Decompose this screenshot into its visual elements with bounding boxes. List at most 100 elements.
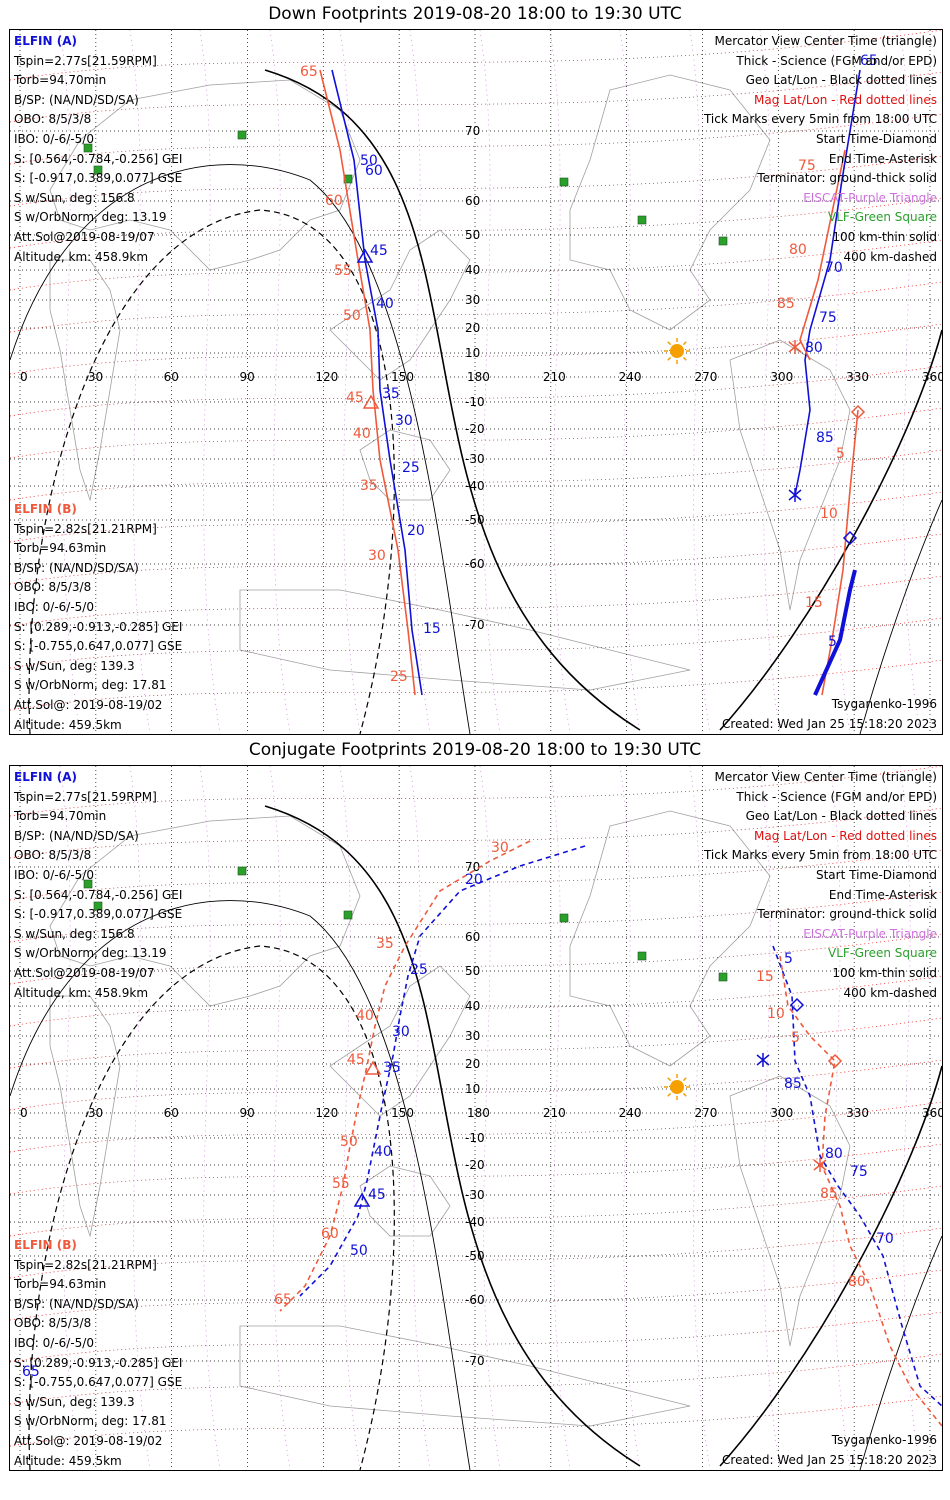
vlf-station-marker xyxy=(637,215,647,225)
lat-tick-label: 30 xyxy=(465,293,480,307)
terminator-line xyxy=(264,69,641,731)
map-svg: 0306090120150180210240270300330360706050… xyxy=(10,30,942,734)
elfin-a-info-line: OBO: 8/5/3/8 xyxy=(14,112,92,127)
horizon-400km-line xyxy=(28,945,395,1470)
mag-lat-gridline xyxy=(10,407,942,459)
mag-lat-gridline xyxy=(10,1353,942,1405)
horizon-400km-line xyxy=(28,209,395,734)
legend-entry: Terminator: ground-thick solid xyxy=(757,171,937,186)
lat-tick-label: -50 xyxy=(465,513,485,527)
sun-ray xyxy=(667,341,672,346)
continent-outline xyxy=(729,339,851,611)
lon-tick-label: 330 xyxy=(846,370,869,384)
lon-tick-label: 150 xyxy=(391,1106,414,1120)
mag-lat-gridline xyxy=(10,1227,942,1279)
lon-tick-label: 60 xyxy=(164,370,179,384)
elfin-b-info: ELFIN (B) Tspin=2.82s[21.21RPM] Torb=94.63… xyxy=(14,500,182,734)
horizon-100km-line xyxy=(10,164,471,734)
legend-entry: EISCAT-Purple Triangle xyxy=(803,926,937,941)
elfin-a-info-line: IBO: 0/-6/-5/0 xyxy=(14,131,94,146)
elfin-a-time-label: 65 xyxy=(860,53,878,69)
lon-tick-label: 270 xyxy=(695,370,718,384)
mag-lat-gridline xyxy=(10,807,942,859)
elfin-b-conjugate-track xyxy=(279,840,531,1312)
lat-tick-label: 20 xyxy=(465,1057,480,1071)
legend-entry: Mag Lat/Lon - Red dotted lines xyxy=(753,828,937,843)
vlf-station-marker xyxy=(637,951,647,961)
mag-lat-gridline xyxy=(10,365,942,417)
elfin-b-time-label: 75 xyxy=(798,158,816,174)
mag-lon-gridline xyxy=(199,30,221,734)
lat-tick-label: -10 xyxy=(465,1131,485,1145)
elfin-a-info: ELFIN (A) Tspin=2.77s[21.59RPM] Torb=94.70… xyxy=(14,32,182,267)
elfin-a-time-label: 25 xyxy=(410,962,428,978)
vlf-station-marker xyxy=(559,913,569,923)
legend-entry: Tick Marks every 5min from 18:00 UTC xyxy=(703,112,937,127)
mag-lat-gridline xyxy=(10,617,942,669)
elfin-a-time-label: 5 xyxy=(828,634,837,650)
sun-icon xyxy=(664,1074,690,1100)
legend-entry: Mercator View Center Time (triangle) xyxy=(714,34,937,48)
legend-entry: Thick - Science (FGM and/or EPD) xyxy=(736,53,937,68)
continent-outline xyxy=(239,1325,691,1427)
elfin-a-info-line: IBO: 0/-6/-5/0 xyxy=(14,867,94,882)
mag-lat-gridline xyxy=(10,1059,942,1111)
lon-tick-label: 0 xyxy=(20,1106,28,1120)
elfin-b-info-line: Tspin=2.82s[21.21RPM] xyxy=(14,521,157,536)
elfin-a-time-label: 45 xyxy=(370,243,388,259)
lat-tick-label: -60 xyxy=(465,1293,485,1307)
mag-lat-gridline xyxy=(10,1311,942,1363)
lat-tick-label: 40 xyxy=(465,999,480,1013)
sun-disk xyxy=(670,1080,684,1094)
legend-entry: Thick - Science (FGM and/or EPD) xyxy=(736,789,937,804)
elfin-a-info-line: Altitude, km: 458.9km xyxy=(14,985,149,1000)
lat-tick-label: 10 xyxy=(465,1082,480,1096)
legend-entry: EISCAT-Purple Triangle xyxy=(803,190,937,205)
horizon-100km-line xyxy=(859,499,942,734)
map-svg: 0306090120150180210240270300330360706050… xyxy=(10,766,942,1470)
elfin-b-info-line: S w/OrbNorm, deg: 17.81 xyxy=(14,678,167,693)
elfin-a-info-line: Torb=94.70min xyxy=(14,809,107,824)
mag-lat-gridline xyxy=(10,533,942,585)
lon-tick-label: 120 xyxy=(315,370,338,384)
sun-ray xyxy=(667,356,672,361)
elfin-b-info-line: Torb=94.63min xyxy=(14,1277,107,1292)
mag-lat-gridline xyxy=(10,491,942,543)
legend-entry: 400 km-dashed xyxy=(843,249,937,264)
legend: Mercator View Center Time (triangle) Thic… xyxy=(704,32,937,267)
lon-tick-label: 240 xyxy=(619,1106,642,1120)
elfin-a-time-label: 50 xyxy=(350,1243,368,1259)
vlf-station-marker xyxy=(237,866,247,876)
elfin-a-time-label: 35 xyxy=(382,386,400,402)
lat-tick-label: -40 xyxy=(465,1215,485,1229)
elfin-a-info-line: S: [0.564,-0.784,-0.256] GEI xyxy=(14,887,183,902)
lon-tick-label: 60 xyxy=(164,1106,179,1120)
terminator-line xyxy=(719,1065,942,1467)
lat-tick-label: 70 xyxy=(465,124,480,138)
lon-tick-label: 30 xyxy=(88,370,103,384)
elfin-b-time-label: 65 xyxy=(300,64,318,80)
mag-lat-gridline xyxy=(10,975,942,1027)
elfin-b-time-label: 35 xyxy=(376,936,394,952)
elfin-b-info-line: S w/Sun, deg: 139.3 xyxy=(14,658,135,673)
elfin-a-time-label: 35 xyxy=(383,1060,401,1076)
elfin-b-info-line: OBO: 8/5/3/8 xyxy=(14,1316,92,1331)
lon-tick-label: 210 xyxy=(543,370,566,384)
legend-entry: 100 km-thin solid xyxy=(832,965,937,980)
elfin-a-label: ELFIN (A) xyxy=(14,34,77,48)
elfin-b-time-label: 80 xyxy=(789,242,807,258)
legend-entry: Terminator: ground-thick solid xyxy=(757,907,937,922)
elfin-b-track xyxy=(319,69,416,696)
elfin-b-info-line: S w/OrbNorm, deg: 17.81 xyxy=(14,1414,167,1429)
vlf-station-marker xyxy=(718,236,728,246)
sun-ray xyxy=(682,356,687,361)
panel-title-down: Down Footprints 2019-08-20 18:00 to 19:3… xyxy=(268,4,682,24)
lon-tick-label: 30 xyxy=(88,1106,103,1120)
elfin-a-time-label: 30 xyxy=(395,413,413,429)
elfin-b-time-label: 15 xyxy=(756,969,774,985)
legend-entry: 100 km-thin solid xyxy=(832,229,937,244)
lat-tick-label: 60 xyxy=(465,194,480,208)
continent-outline xyxy=(49,79,361,271)
elfin-b-time-label: 40 xyxy=(356,1008,374,1024)
elfin-a-end-asterisk xyxy=(756,1053,770,1067)
